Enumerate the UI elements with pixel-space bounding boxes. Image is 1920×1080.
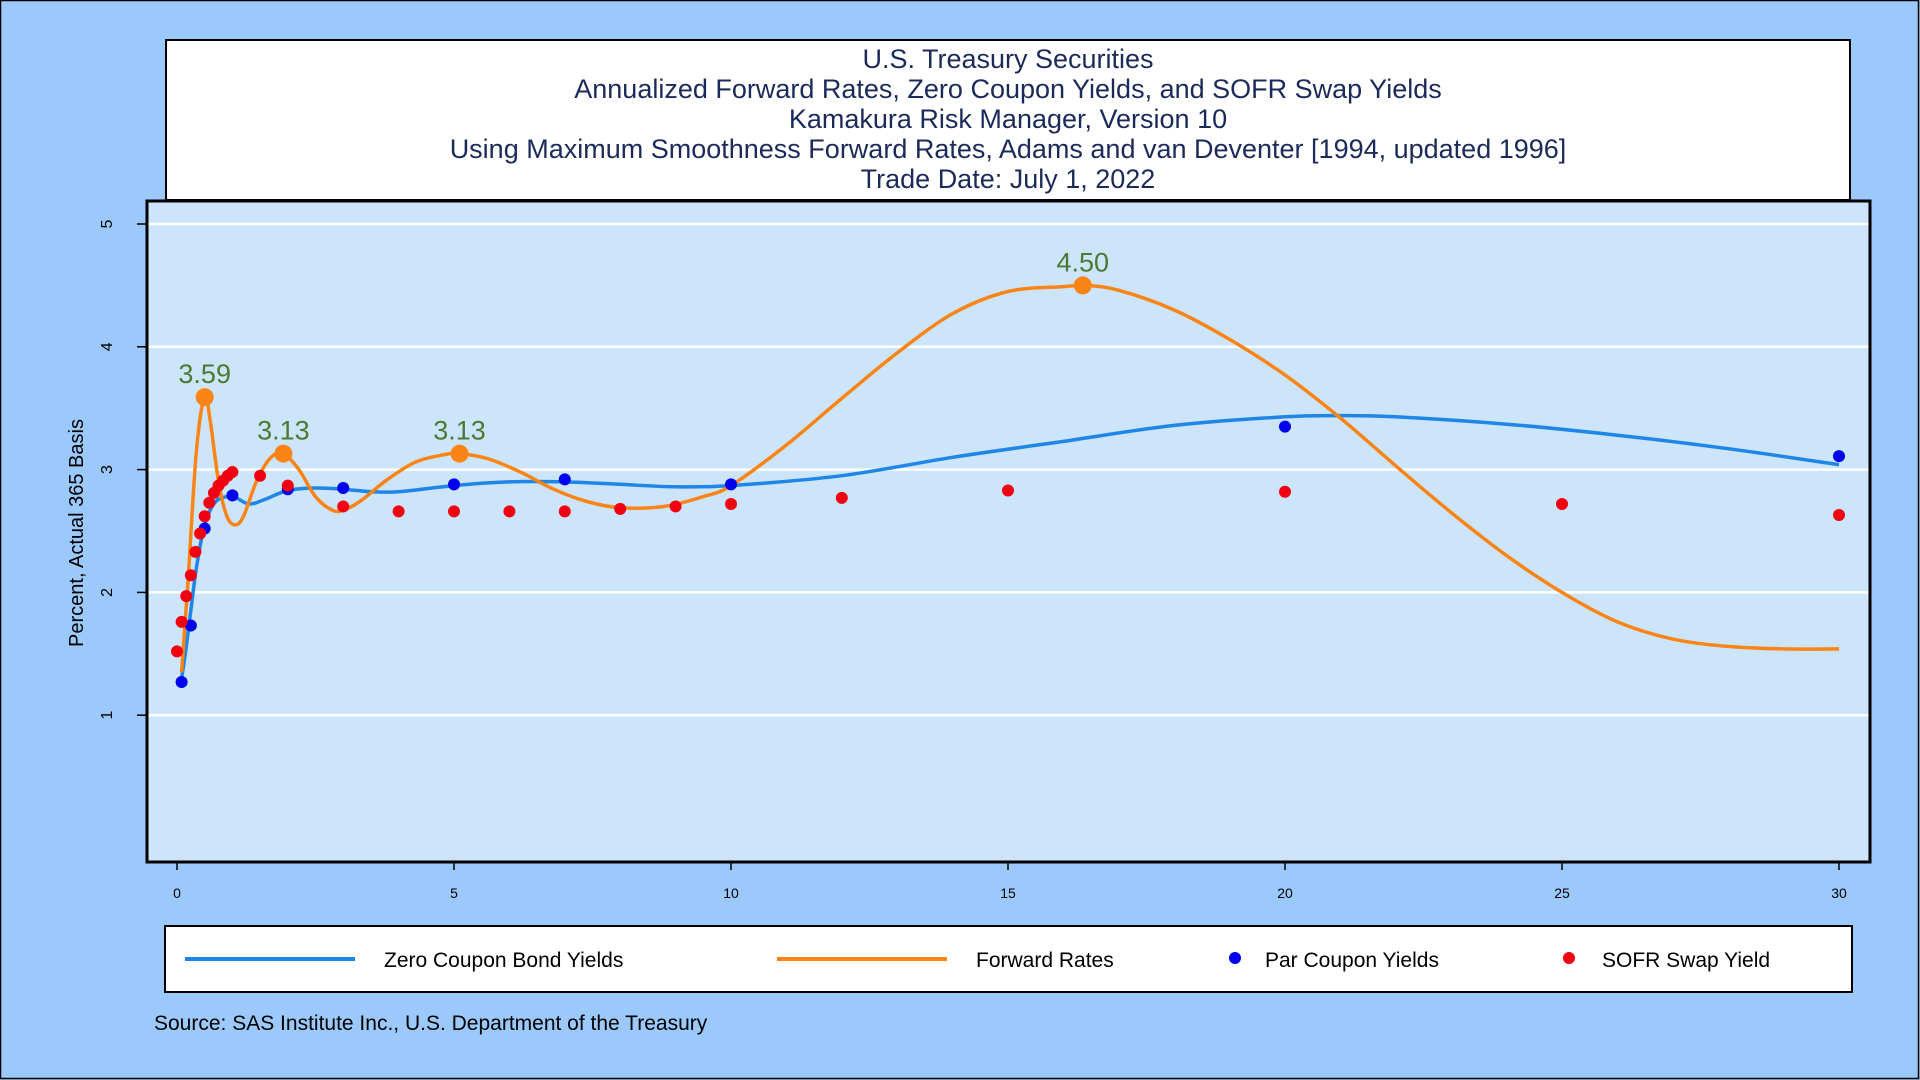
series-layer (179, 283, 1840, 679)
par-coupon-point (1833, 450, 1845, 463)
sofr-swap-point (669, 500, 682, 513)
par-coupon-point (175, 676, 188, 689)
peak-marker (195, 388, 214, 407)
legend-item-forward: Forward Rates (777, 949, 1114, 972)
y-tick-label-1: 1 (99, 711, 116, 720)
sofr-swap-point (171, 645, 183, 658)
points-layer (171, 420, 1845, 689)
y-tick-label-2: 2 (99, 588, 116, 597)
source-note: Source: SAS Institute Inc., U.S. Departm… (154, 1012, 708, 1035)
annotation-layer: 3.59 3.13 3.13 4.50 (178, 247, 1110, 463)
sofr-swap-point (184, 569, 197, 582)
legend-swatch-sofr (1563, 952, 1575, 964)
y-tick-label-4: 4 (99, 342, 116, 351)
plot-area (147, 201, 1870, 862)
sofr-swap-point (1279, 485, 1291, 498)
sofr-swap-point (1833, 509, 1845, 522)
legend-item-par: Par Coupon Yields (1229, 949, 1439, 972)
x-tick-label-0: 0 (173, 885, 181, 901)
sofr-swap-point (614, 502, 627, 515)
sofr-swap-point (198, 510, 211, 523)
legend-item-zero-coupon: Zero Coupon Bond Yields (185, 949, 623, 972)
x-tick-label-20: 20 (1277, 885, 1293, 901)
x-tick-label-15: 15 (1000, 885, 1016, 901)
y-tick-label-5: 5 (99, 219, 116, 228)
sofr-swap-point (226, 466, 239, 479)
sofr-swap-point (1002, 484, 1014, 497)
title-line-5: Trade Date: July 1, 2022 (861, 164, 1156, 194)
title-line-2: Annualized Forward Rates, Zero Coupon Yi… (574, 74, 1441, 104)
sofr-swap-point (337, 500, 350, 513)
sofr-swap-point (558, 505, 571, 518)
x-tick-label-30: 30 (1831, 885, 1847, 901)
peak-label: 3.13 (433, 416, 486, 446)
x-tick-label-25: 25 (1554, 885, 1570, 901)
legend-label-forward: Forward Rates (976, 949, 1114, 972)
legend-label-zero-coupon: Zero Coupon Bond Yields (384, 949, 623, 972)
sofr-swap-point (194, 527, 207, 540)
grid-layer (147, 222, 1870, 717)
sofr-swap-point (835, 491, 848, 504)
legend-label-sofr: SOFR Swap Yield (1602, 949, 1770, 972)
sofr-swap-point (725, 497, 737, 510)
sofr-swap-point (254, 469, 267, 482)
peak-label: 3.59 (178, 359, 231, 389)
sofr-swap-point (175, 615, 188, 628)
par-coupon-point (448, 478, 460, 491)
peak-label: 4.50 (1057, 247, 1110, 277)
legend-item-sofr: SOFR Swap Yield (1563, 949, 1770, 972)
peak-marker (1073, 276, 1092, 295)
legend-swatch-par (1229, 952, 1241, 964)
x-tick-label-10: 10 (723, 885, 739, 901)
sofr-swap-point (189, 545, 202, 558)
title-line-4: Using Maximum Smoothness Forward Rates, … (450, 134, 1567, 164)
par-coupon-point (558, 473, 571, 486)
title-box (165, 39, 1851, 201)
forward-rate-line (179, 283, 1840, 673)
sofr-swap-point (281, 479, 294, 492)
par-coupon-point (1279, 420, 1291, 433)
sofr-swap-point (503, 505, 516, 518)
title-line-3: Kamakura Risk Manager, Version 10 (789, 104, 1227, 134)
sofr-swap-point (448, 505, 460, 518)
y-axis-label: Percent, Actual 365 Basis (66, 419, 88, 647)
sofr-swap-point (1556, 497, 1568, 510)
sofr-swap-point (180, 590, 193, 603)
par-coupon-point (184, 619, 197, 632)
title-line-1: U.S. Treasury Securities (862, 44, 1153, 74)
peak-marker (450, 444, 469, 463)
par-coupon-point (337, 482, 350, 495)
par-coupon-point (725, 478, 737, 491)
plot-border (145, 199, 1872, 864)
peak-label: 3.13 (257, 416, 310, 446)
peak-marker (274, 444, 293, 463)
legend-label-par: Par Coupon Yields (1265, 949, 1439, 972)
x-tick-label-5: 5 (450, 885, 458, 901)
axes-layer: 1 2 3 4 5 0 5 10 15 20 25 30 (99, 219, 1847, 901)
par-coupon-point (226, 489, 239, 502)
sofr-swap-point (392, 505, 405, 518)
y-tick-label-3: 3 (99, 465, 116, 474)
sofr-swap-point (203, 496, 216, 509)
